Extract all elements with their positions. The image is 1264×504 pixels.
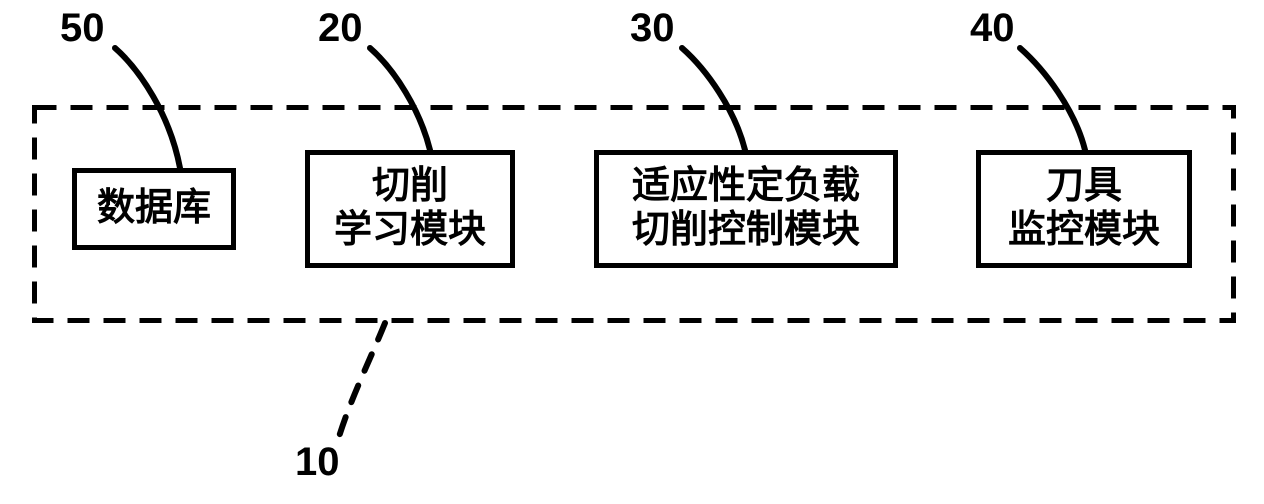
module-adaptive-load-line1: 适应性定负载: [632, 165, 860, 209]
module-tool-monitoring-line2: 监控模块: [1008, 209, 1160, 253]
ref-label-10: 10: [295, 440, 340, 485]
ref-label-50: 50: [60, 6, 105, 51]
module-cutting-learning: 切削 学习模块: [305, 150, 515, 268]
module-adaptive-load-line2: 切削控制模块: [632, 209, 860, 253]
module-tool-monitoring: 刀具 监控模块: [976, 150, 1192, 268]
diagram-canvas: 10 数据库 50 切削 学习模块 20 适应性定负载 切削控制模块 30 刀具…: [0, 0, 1264, 504]
lead-path-10: [338, 323, 385, 440]
module-tool-monitoring-line1: 刀具: [1046, 165, 1122, 209]
ref-label-30: 30: [630, 6, 675, 51]
module-database: 数据库: [72, 168, 236, 250]
ref-label-40: 40: [970, 6, 1015, 51]
module-adaptive-load: 适应性定负载 切削控制模块: [594, 150, 898, 268]
ref-label-20: 20: [318, 6, 363, 51]
module-cutting-learning-line1: 切削: [372, 165, 448, 209]
module-cutting-learning-line2: 学习模块: [334, 209, 486, 253]
module-database-line1: 数据库: [97, 187, 211, 231]
